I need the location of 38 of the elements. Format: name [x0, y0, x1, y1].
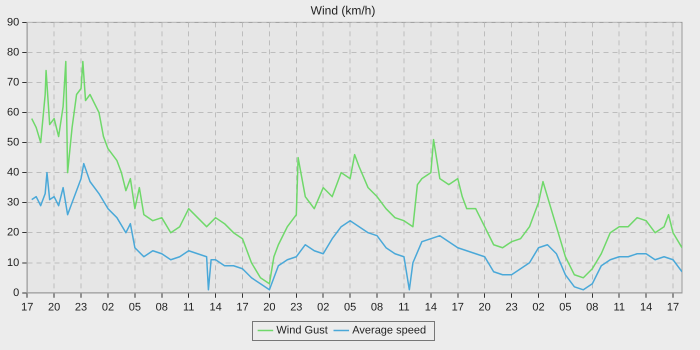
- legend-label: Average speed: [352, 324, 426, 337]
- x-tick-label: 08: [156, 301, 168, 314]
- x-tick-label: 17: [666, 301, 680, 314]
- x-tick-label: 05: [128, 301, 141, 314]
- x-tick-label: 11: [398, 301, 410, 314]
- y-tick-label: 20: [6, 226, 20, 239]
- y-tick-label: 30: [6, 196, 20, 209]
- x-tick-label: 17: [236, 301, 249, 314]
- x-tick-label: 23: [74, 301, 88, 314]
- x-tick-label: 17: [21, 301, 34, 314]
- x-tick-label: 11: [182, 301, 194, 314]
- x-tick-label: 05: [559, 301, 572, 314]
- x-tick-label: 14: [640, 301, 652, 314]
- x-tick-label: 05: [344, 301, 356, 314]
- legend-label: Wind Gust: [276, 324, 328, 337]
- x-tick-label: 17: [452, 301, 464, 314]
- x-tick-label: 20: [263, 301, 276, 314]
- y-tick-label: 60: [6, 106, 20, 119]
- x-tick-label: 11: [614, 301, 625, 314]
- x-tick-label: 23: [290, 301, 302, 314]
- y-tick-label: 0: [13, 286, 20, 299]
- y-tick-label: 50: [6, 136, 20, 149]
- chart-title: Wind (km/h): [310, 4, 376, 18]
- y-tick-label: 40: [6, 166, 20, 179]
- y-tick-label: 90: [6, 16, 20, 28]
- y-tick-label: 10: [6, 256, 20, 269]
- x-tick-label: 20: [478, 301, 491, 314]
- x-tick-label: 02: [532, 301, 545, 314]
- x-tick-label: 02: [317, 301, 330, 314]
- x-tick-label: 14: [424, 301, 437, 314]
- x-tick-label: 08: [586, 301, 598, 314]
- y-tick-label: 80: [6, 46, 20, 58]
- x-tick-label: 14: [209, 301, 222, 314]
- y-tick-label: 70: [6, 76, 20, 89]
- x-tick-label: 20: [48, 301, 60, 314]
- x-tick-label: 02: [102, 301, 114, 314]
- x-tick-label: 23: [505, 301, 518, 314]
- x-tick-label: 08: [370, 301, 384, 314]
